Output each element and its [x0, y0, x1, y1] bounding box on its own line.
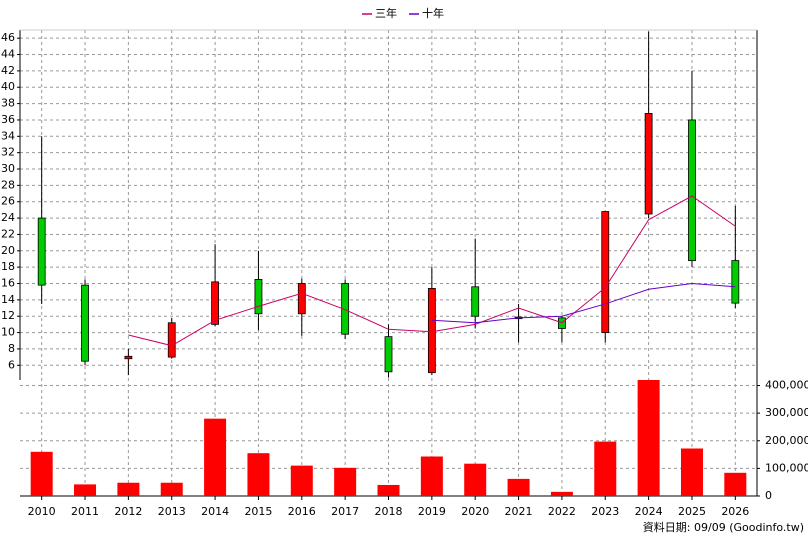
candle-body	[167, 322, 176, 358]
candle-body	[81, 284, 89, 362]
y-tick-label: 6	[8, 358, 15, 371]
x-tick-label: 2021	[505, 505, 533, 518]
x-tick-label: 2012	[114, 505, 142, 518]
y-tick-label: 42	[1, 64, 15, 77]
candle-body	[427, 288, 436, 374]
x-tick-label: 2017	[331, 505, 359, 518]
volume-bar	[160, 482, 183, 496]
y-tick-label: 46	[1, 31, 15, 44]
candle-body	[731, 260, 740, 304]
volume-bar	[74, 484, 97, 496]
x-tick-label: 2016	[288, 505, 316, 518]
y2-tick-label: 100,000	[765, 461, 808, 474]
y-tick-label: 34	[1, 129, 15, 142]
volume-bar	[680, 448, 703, 496]
x-tick-label: 2025	[678, 505, 706, 518]
y-tick-label: 28	[1, 178, 15, 191]
line-series	[128, 195, 736, 347]
candle-body	[688, 119, 696, 262]
y-tick-label: 38	[1, 97, 15, 110]
volume-bar	[420, 456, 443, 496]
y-tick-label: 44	[1, 48, 15, 61]
volume-bar	[507, 478, 530, 496]
x-tick-label: 2024	[635, 505, 663, 518]
volume-bar	[204, 418, 227, 496]
volume-bar	[290, 465, 313, 496]
y-tick-label: 22	[1, 227, 15, 240]
y-tick-label: 40	[1, 80, 15, 93]
volume-bar	[30, 451, 53, 496]
candle-body	[124, 355, 133, 360]
volume-bar	[377, 484, 400, 496]
y-tick-label: 24	[1, 211, 15, 224]
x-tick-label: 2023	[591, 505, 619, 518]
y-tick-label: 26	[1, 195, 15, 208]
x-tick-label: 2015	[244, 505, 272, 518]
y-tick-label: 8	[8, 342, 15, 355]
volume-bar	[117, 482, 140, 496]
candle-body	[37, 217, 46, 286]
x-tick-label: 2013	[158, 505, 186, 518]
y-tick-label: 12	[1, 309, 15, 322]
candle-body	[471, 286, 480, 317]
legend-label: 三年	[375, 6, 397, 20]
candle-body	[254, 279, 263, 315]
x-tick-label: 2010	[28, 505, 56, 518]
volume-bar	[247, 453, 270, 496]
volume-bar	[550, 491, 573, 496]
y2-tick-label: 400,000	[765, 379, 808, 392]
candle-body	[384, 336, 393, 373]
x-tick-label: 2022	[548, 505, 576, 518]
y-tick-label: 18	[1, 260, 15, 273]
x-tick-label: 2014	[201, 505, 229, 518]
y2-tick-label: 200,000	[765, 434, 808, 447]
line-series	[431, 283, 736, 324]
y-tick-label: 20	[1, 244, 15, 257]
y-tick-label: 16	[1, 277, 15, 290]
y2-tick-label: 0	[765, 489, 772, 502]
x-tick-label: 2019	[418, 505, 446, 518]
volume-bar	[724, 472, 747, 496]
legend-label: 十年	[422, 6, 444, 20]
y-tick-label: 32	[1, 146, 15, 159]
candle-body	[601, 211, 610, 333]
x-tick-label: 2018	[375, 505, 403, 518]
volume-bar	[637, 380, 660, 496]
y-tick-label: 14	[1, 293, 15, 306]
candle-body	[297, 283, 306, 315]
volume-bar	[334, 467, 357, 496]
y2-tick-label: 300,000	[765, 406, 808, 419]
y-tick-label: 30	[1, 162, 15, 175]
y-tick-label: 36	[1, 113, 15, 126]
x-tick-label: 2026	[721, 505, 749, 518]
footnote: 資料日期: 09/09 (Goodinfo.tw)	[643, 520, 804, 534]
volume-bar	[594, 441, 617, 496]
y-tick-label: 10	[1, 326, 15, 339]
x-tick-label: 2020	[461, 505, 489, 518]
volume-bar	[464, 463, 487, 496]
x-tick-label: 2011	[71, 505, 99, 518]
candle-body	[211, 281, 219, 325]
candle-body	[644, 113, 653, 215]
